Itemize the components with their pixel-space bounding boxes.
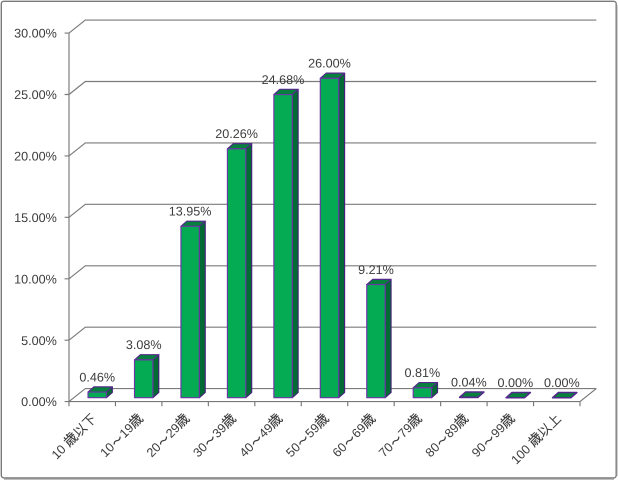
svg-text:25.00%: 25.00%	[14, 88, 57, 102]
svg-text:0.00%: 0.00%	[497, 376, 533, 390]
svg-text:0.04%: 0.04%	[451, 376, 487, 390]
svg-text:13.95%: 13.95%	[169, 205, 212, 219]
svg-text:0.46%: 0.46%	[79, 370, 115, 384]
svg-text:26.00%: 26.00%	[308, 57, 351, 71]
svg-text:9.21%: 9.21%	[358, 263, 394, 277]
svg-text:20.26%: 20.26%	[215, 127, 258, 141]
svg-text:15.00%: 15.00%	[14, 211, 57, 225]
svg-text:0.00%: 0.00%	[544, 376, 580, 390]
svg-text:30.00%: 30.00%	[14, 27, 57, 41]
svg-text:24.68%: 24.68%	[262, 73, 305, 87]
svg-text:10.00%: 10.00%	[14, 272, 57, 286]
svg-text:3.08%: 3.08%	[126, 338, 162, 352]
svg-text:0.81%: 0.81%	[405, 366, 441, 380]
svg-text:5.00%: 5.00%	[21, 334, 57, 348]
svg-text:0.00%: 0.00%	[21, 395, 57, 409]
svg-text:20.00%: 20.00%	[14, 150, 57, 164]
